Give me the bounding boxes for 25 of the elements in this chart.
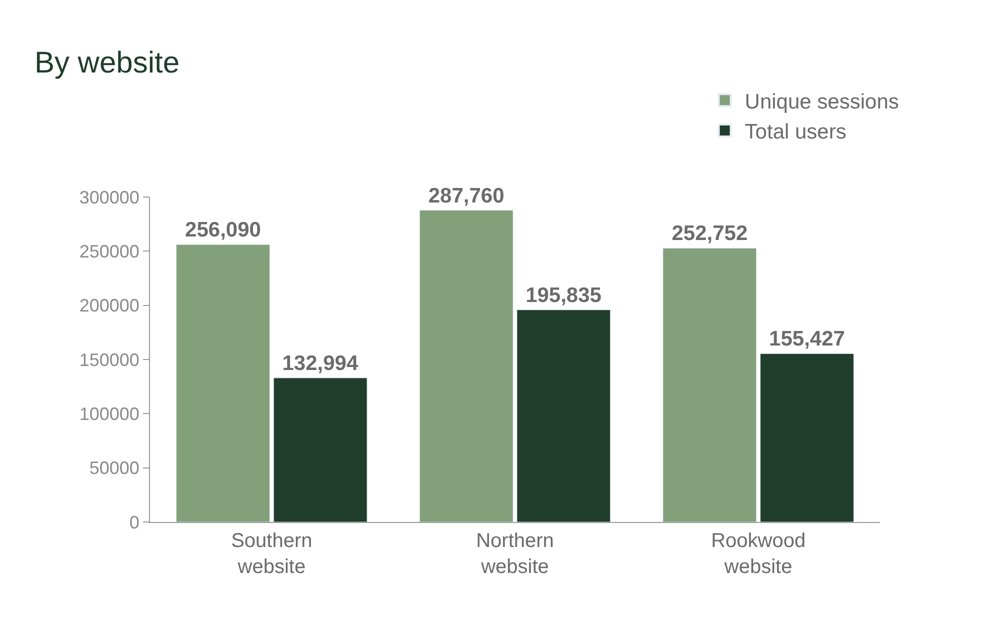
y-tick-label: 250000 — [79, 241, 140, 262]
data-label: 132,994 — [282, 352, 358, 375]
y-tick-label: 200000 — [79, 296, 140, 316]
bar — [662, 248, 757, 522]
bar — [419, 210, 514, 522]
x-tick-label: Rookwood website — [711, 530, 806, 578]
legend-label: Unique sessions — [744, 90, 899, 114]
bar — [176, 244, 270, 522]
y-tick-label: 150000 — [79, 350, 140, 370]
bar — [760, 353, 854, 522]
y-tick-label: 0 — [129, 512, 140, 532]
bar — [273, 378, 368, 522]
chart-title: By website — [34, 46, 180, 80]
bar — [516, 310, 611, 522]
data-label: 155,427 — [769, 328, 845, 351]
data-label: 195,835 — [526, 284, 602, 307]
legend-label: Total users — [744, 120, 846, 144]
data-label: 252,752 — [672, 222, 748, 246]
y-tick-label: 100000 — [79, 404, 140, 424]
data-label: 256,090 — [185, 218, 261, 242]
y-tick-label: 300000 — [79, 187, 140, 208]
x-tick-label: Northern website — [476, 530, 554, 578]
data-label: 287,760 — [428, 184, 504, 208]
x-tick-label: Southern website — [231, 530, 312, 578]
y-tick-label: 50000 — [89, 458, 140, 478]
